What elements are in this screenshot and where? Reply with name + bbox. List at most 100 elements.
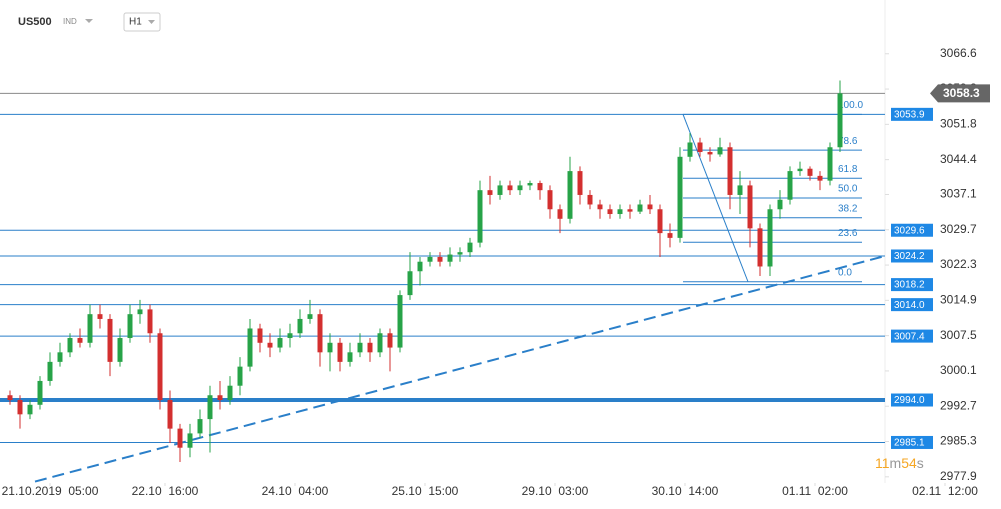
y-tick-label: 3044.4 (940, 152, 977, 166)
candle-body (7, 395, 13, 401)
candle-body (837, 93, 843, 148)
candle-body (717, 147, 723, 155)
timer: 11m54s (875, 455, 924, 471)
fib-label: 78.6 (838, 136, 858, 147)
level-label: 3014.0 (894, 300, 925, 311)
candle-body (187, 433, 193, 448)
level-box (891, 298, 933, 312)
candle-body (247, 328, 253, 367)
y-tick-label: 2992.7 (940, 398, 977, 412)
candle-body (647, 204, 653, 210)
candle-body (417, 261, 423, 272)
plot: 3066.63059.23051.83044.43037.13029.73022… (0, 46, 990, 498)
y-tick-label: 3066.6 (940, 46, 977, 60)
x-tick-label: 22.10 16:00 (132, 484, 199, 498)
level-label: 2985.1 (894, 438, 925, 449)
candle-body (407, 271, 413, 296)
candle-body (17, 400, 23, 415)
candle-body (477, 190, 483, 243)
level-box (891, 329, 933, 343)
candle-body (637, 204, 643, 212)
y-tick-label: 3000.1 (940, 363, 977, 377)
candle-body (37, 380, 43, 405)
candle-body (727, 147, 733, 195)
x-tick-label: 02.11 12:00 (912, 484, 978, 498)
x-tick-label: 29.10 03:00 (522, 484, 589, 498)
candle-body (127, 314, 133, 339)
candle-body (677, 156, 683, 238)
price-box (930, 84, 990, 103)
candle-body (737, 185, 743, 195)
level-label: 2994.0 (894, 395, 925, 406)
candle-body (107, 318, 113, 362)
candle-body (157, 333, 163, 401)
x-tick-label: 21.10.2019 05:00 (2, 484, 99, 498)
candle-body (627, 209, 633, 212)
candle-body (557, 209, 563, 219)
candle-body (27, 404, 33, 415)
candle-body (237, 366, 243, 386)
timer-m: m (890, 455, 902, 471)
candle-body (757, 228, 763, 267)
trendline (34, 255, 886, 483)
x-tick-label: 25.10 15:00 (392, 484, 459, 498)
fib-label: 50.0 (838, 184, 858, 195)
candle-body (577, 171, 583, 195)
candle-body (517, 185, 523, 191)
candle-body (387, 333, 393, 348)
candle-body (567, 171, 573, 219)
timer-seconds: 54 (901, 455, 917, 471)
candle-body (667, 233, 673, 238)
candle-body (537, 183, 543, 191)
candle-body (457, 252, 463, 255)
candle-body (267, 342, 273, 348)
candle-body (797, 168, 803, 172)
candle-body (787, 171, 793, 200)
candle-body (57, 352, 63, 362)
candle-body (507, 185, 513, 191)
candle-body (147, 309, 153, 334)
timer-s: s (917, 455, 924, 471)
candle-body (337, 342, 343, 362)
candle-body (197, 419, 203, 434)
y-tick-label: 3022.3 (940, 257, 977, 271)
fib-label: 61.8 (838, 164, 858, 175)
candle-body (687, 142, 693, 157)
candle-body (117, 338, 123, 362)
fib-label: 38.2 (838, 203, 858, 214)
y-tick-label: 3029.7 (940, 222, 977, 236)
level-box (891, 278, 933, 292)
level-box (891, 249, 933, 263)
candle-body (447, 254, 453, 262)
candle-body (607, 209, 613, 215)
candle-body (437, 256, 443, 262)
candle-body (427, 256, 433, 262)
candle-body (467, 242, 473, 253)
fib-label: 100.0 (838, 100, 863, 111)
x-tick-label: 24.10 04:00 (262, 484, 329, 498)
candle-body (597, 204, 603, 210)
candle-body (137, 309, 143, 315)
price-label: 3058.3 (943, 86, 980, 100)
candle-body (297, 318, 303, 334)
level-label: 3029.6 (894, 225, 925, 236)
timer-minutes: 11 (875, 455, 890, 471)
timeframe-box[interactable] (123, 12, 161, 32)
candle-body (357, 342, 363, 353)
y-tick-label: 3014.9 (940, 293, 977, 307)
dropdown-arrow[interactable] (85, 19, 93, 23)
candle-body (617, 209, 623, 215)
x-tick-label: 30.10 14:00 (652, 484, 719, 498)
level-label: 3053.9 (894, 109, 925, 120)
level-label: 3018.2 (894, 280, 925, 291)
candle-body (487, 190, 493, 195)
market: IND (63, 17, 77, 26)
candle-body (397, 295, 403, 348)
candle-body (97, 314, 103, 319)
fib-label: 0.0 (838, 267, 852, 278)
candle-body (827, 147, 833, 181)
candle-body (587, 194, 593, 205)
candle-body (327, 342, 333, 353)
candle-body (307, 314, 313, 319)
